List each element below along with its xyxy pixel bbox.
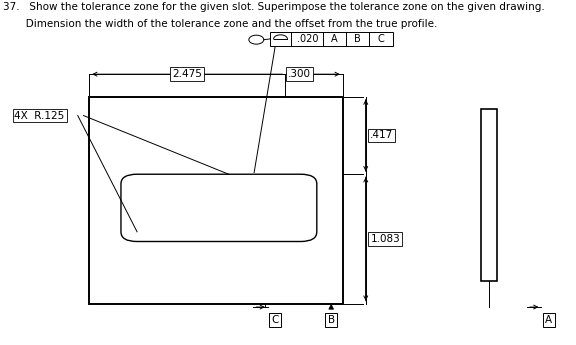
Text: .020: .020 [297, 34, 318, 44]
Text: 37.   Show the tolerance zone for the given slot. Superimpose the tolerance zone: 37. Show the tolerance zone for the give… [3, 2, 545, 12]
Text: 1.083: 1.083 [370, 234, 400, 244]
Text: A: A [545, 315, 552, 325]
Text: 2.475: 2.475 [172, 69, 202, 79]
Text: C: C [272, 315, 279, 325]
Text: .417: .417 [370, 130, 393, 140]
Text: B: B [354, 34, 361, 44]
Bar [481, 109, 497, 281]
Text: A: A [331, 34, 338, 44]
Text: Dimension the width of the tolerance zone and the offset from the true profile.: Dimension the width of the tolerance zon… [3, 19, 437, 29]
Text: B: B [328, 315, 335, 325]
Text: 4X  R.125: 4X R.125 [14, 111, 65, 120]
Text: .300: .300 [288, 69, 311, 79]
Bar [270, 32, 393, 46]
Text: C: C [377, 34, 384, 44]
Bar [89, 97, 343, 304]
